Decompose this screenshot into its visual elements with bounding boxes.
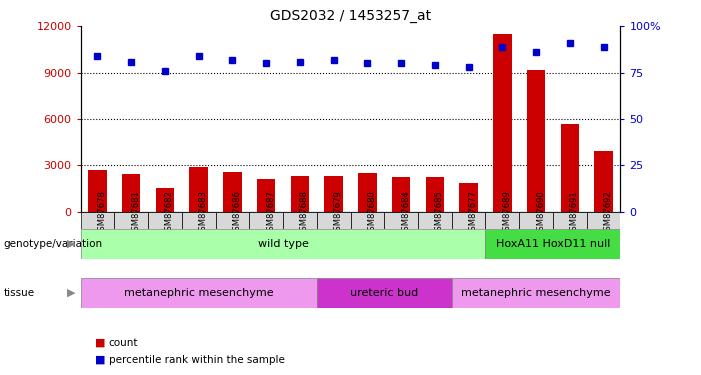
Bar (122, 174, 140, 212)
Bar (526, 70, 545, 212)
Text: GSM87680: GSM87680 (367, 190, 376, 236)
Bar (426, 177, 444, 212)
Text: tissue: tissue (4, 288, 34, 297)
Bar (519, 212, 553, 229)
Bar (392, 177, 410, 212)
Bar (250, 212, 283, 229)
Bar (325, 176, 343, 212)
Text: genotype/variation: genotype/variation (4, 239, 102, 249)
Text: GSM87685: GSM87685 (435, 190, 444, 236)
Bar (189, 167, 208, 212)
Text: GSM87689: GSM87689 (503, 190, 511, 236)
Text: GDS2032 / 1453257_at: GDS2032 / 1453257_at (270, 9, 431, 23)
Text: GSM87683: GSM87683 (198, 190, 207, 236)
Text: GSM87677: GSM87677 (468, 190, 477, 236)
Text: GSM87687: GSM87687 (266, 190, 275, 236)
Text: ureteric bud: ureteric bud (350, 288, 418, 297)
Text: percentile rank within the sample: percentile rank within the sample (109, 355, 285, 365)
Text: ▶: ▶ (67, 288, 76, 297)
Bar (418, 212, 451, 229)
Bar (291, 176, 309, 212)
Text: GSM87682: GSM87682 (165, 190, 174, 236)
Text: GSM87692: GSM87692 (604, 190, 613, 236)
Text: metanephric mesenchyme: metanephric mesenchyme (461, 288, 611, 297)
Text: GSM87691: GSM87691 (570, 190, 579, 236)
Bar (317, 278, 451, 308)
Text: wild type: wild type (257, 239, 308, 249)
Bar (493, 34, 512, 212)
Bar (587, 212, 620, 229)
Text: ■: ■ (95, 355, 105, 365)
Text: GSM87681: GSM87681 (131, 190, 140, 236)
Bar (257, 178, 275, 212)
Text: GSM87684: GSM87684 (401, 190, 410, 236)
Text: GSM87679: GSM87679 (334, 190, 343, 236)
Bar (223, 172, 242, 212)
Text: ■: ■ (95, 338, 105, 348)
Bar (81, 212, 114, 229)
Bar (561, 124, 579, 212)
Bar (317, 212, 350, 229)
Bar (283, 212, 317, 229)
Bar (594, 151, 613, 212)
Bar (88, 170, 107, 212)
Bar (81, 229, 485, 259)
Bar (114, 212, 148, 229)
Text: ▶: ▶ (67, 239, 76, 249)
Bar (451, 212, 485, 229)
Bar (156, 188, 175, 212)
Text: HoxA11 HoxD11 null: HoxA11 HoxD11 null (496, 239, 610, 249)
Text: GSM87688: GSM87688 (300, 190, 309, 236)
Bar (384, 212, 418, 229)
Bar (182, 212, 216, 229)
Text: count: count (109, 338, 138, 348)
Bar (459, 183, 478, 212)
Text: GSM87686: GSM87686 (233, 190, 241, 236)
Text: metanephric mesenchyme: metanephric mesenchyme (124, 288, 273, 297)
Bar (216, 212, 250, 229)
Bar (451, 278, 620, 308)
Text: GSM87678: GSM87678 (97, 190, 107, 236)
Bar (81, 278, 317, 308)
Bar (485, 229, 620, 259)
Text: GSM87690: GSM87690 (536, 190, 545, 236)
Bar (148, 212, 182, 229)
Bar (350, 212, 384, 229)
Bar (358, 173, 376, 212)
Bar (553, 212, 587, 229)
Bar (485, 212, 519, 229)
